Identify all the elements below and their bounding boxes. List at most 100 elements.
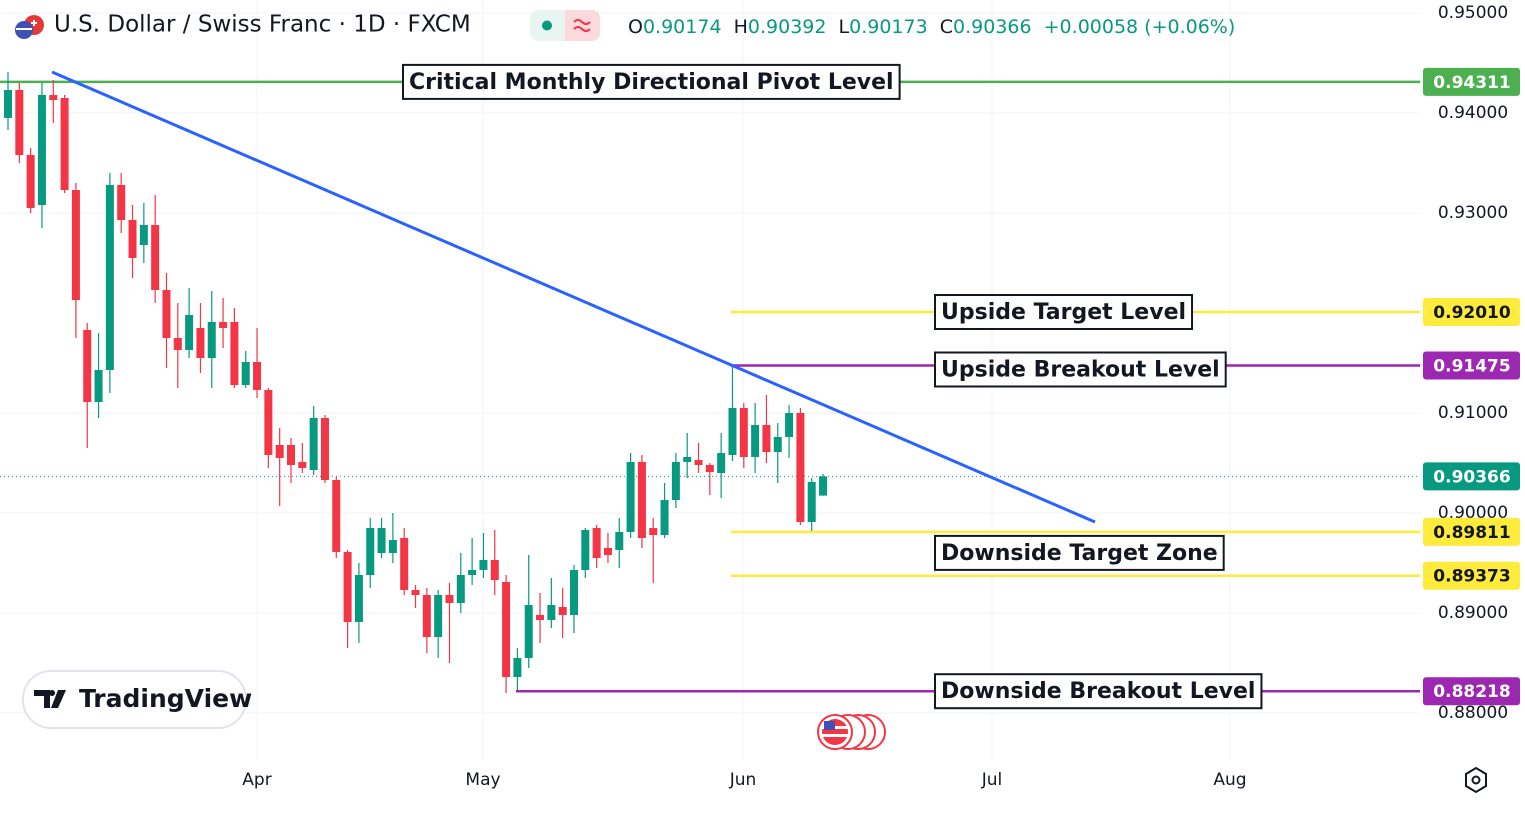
price-axis: 0.950000.940000.930000.910000.900000.890… — [242, 3, 1520, 790]
candle-body — [241, 362, 250, 385]
y-tick-label: 0.95000 — [1438, 3, 1508, 23]
ohlc-readout: O0.90174 H0.90392 L0.90173 C0.90366 +0.0… — [628, 16, 1235, 38]
ohlc-label: O — [628, 16, 643, 38]
level-label-box — [934, 534, 1225, 571]
price-tag — [1423, 351, 1520, 380]
level-label: Downside Target Zone — [941, 541, 1218, 566]
candle-body — [207, 322, 216, 358]
settings-icon[interactable] — [1465, 766, 1487, 794]
candle-body — [547, 605, 556, 620]
candle-body — [411, 590, 420, 595]
level-label: Downside Breakout Level — [941, 679, 1255, 704]
chart-title: U.S. Dollar / Swiss Franc · 1D · FXCM — [54, 12, 471, 38]
candle-body — [60, 98, 69, 190]
x-tick-label: Jul — [981, 770, 1003, 790]
price-tag — [1423, 561, 1520, 590]
y-tick-label: 0.88000 — [1438, 703, 1508, 723]
candle-body — [377, 528, 386, 553]
price-tag-label: 0.91475 — [1433, 357, 1510, 377]
ohlc-value: 0.90366 — [953, 16, 1032, 38]
price-tag — [1423, 67, 1520, 96]
watermark-text: TradingView — [79, 684, 252, 713]
price-tag-label: 0.89811 — [1433, 523, 1510, 543]
candle-body — [728, 408, 737, 455]
price-tag-label: 0.89373 — [1433, 567, 1510, 587]
candle-body — [513, 658, 522, 677]
event-flags[interactable] — [817, 714, 886, 750]
x-tick-label: Aug — [1213, 770, 1246, 790]
candle-body — [71, 190, 80, 300]
candle-body — [502, 582, 511, 677]
candle-body — [309, 418, 318, 470]
candle-body — [603, 548, 612, 555]
candle-body — [173, 338, 182, 350]
candle-body — [819, 476, 828, 496]
candle-body — [570, 570, 578, 615]
level-label: Critical Monthly Directional Pivot Level — [409, 70, 894, 95]
candle-body — [434, 595, 443, 637]
price-tag-label: 0.90366 — [1433, 467, 1510, 487]
ohlc-value: 0.90392 — [748, 16, 827, 38]
candle-body — [4, 90, 12, 118]
candle-body — [388, 540, 397, 553]
candle-body — [264, 390, 273, 455]
candle-body — [128, 220, 137, 258]
x-tick-label: Jun — [729, 770, 757, 790]
price-tag — [1423, 462, 1520, 491]
trendline — [51, 70, 1096, 524]
candle-body — [354, 575, 363, 622]
candle-body — [105, 185, 114, 370]
candle-body — [94, 370, 103, 402]
candle-body — [185, 315, 194, 350]
candle-body — [773, 437, 782, 452]
candle-body — [785, 413, 794, 437]
candle-body — [196, 328, 205, 358]
candle-body — [762, 425, 771, 452]
candle-body — [739, 408, 748, 457]
ohlc-label: C — [940, 16, 953, 38]
candle-body — [626, 462, 635, 532]
candle-body — [671, 462, 680, 500]
candle-body — [536, 615, 545, 620]
candle-body — [139, 225, 148, 245]
overlay: Critical Monthly Directional Pivot Level… — [51, 63, 1263, 710]
candle-body — [558, 607, 567, 615]
candle-body — [694, 460, 703, 465]
header: U.S. Dollar / Swiss Franc · 1D · FXCM O0… — [15, 10, 1235, 41]
watermark[interactable]: TradingView — [22, 670, 252, 729]
price-tag — [1423, 517, 1520, 546]
ohlc-value: 0.90174 — [643, 16, 722, 38]
symbol-flag — [15, 15, 44, 39]
candle-body — [705, 465, 714, 472]
price-tag-label: 0.92010 — [1433, 303, 1511, 323]
candle-body — [343, 552, 352, 622]
candle-body — [683, 457, 692, 462]
candle-body — [456, 575, 465, 603]
ohlc-label: L — [839, 16, 850, 38]
candle-body — [275, 445, 284, 458]
candle-body — [332, 480, 341, 552]
level-label-box — [934, 294, 1194, 330]
candle-body — [637, 462, 646, 538]
candle-body — [26, 155, 35, 208]
candle-body — [422, 595, 431, 637]
candle-body — [287, 445, 295, 465]
level-label-box — [934, 673, 1263, 710]
candle-body — [751, 425, 760, 457]
price-tag-label: 0.94311 — [1433, 73, 1510, 93]
x-tick-label: Apr — [242, 770, 271, 790]
candles — [4, 72, 828, 693]
level-label-box — [934, 351, 1227, 388]
level-label: Upside Target Level — [941, 300, 1186, 325]
candle-body — [400, 538, 409, 590]
status-pill[interactable] — [530, 10, 600, 41]
candle-body — [151, 225, 160, 290]
y-tick-label: 0.91000 — [1438, 403, 1508, 423]
y-tick-label: 0.94000 — [1438, 103, 1508, 123]
candle-body — [253, 362, 262, 390]
candle-body — [366, 528, 375, 575]
candle-body — [37, 95, 46, 205]
candle-body — [479, 560, 488, 570]
level-label-box — [402, 63, 901, 100]
